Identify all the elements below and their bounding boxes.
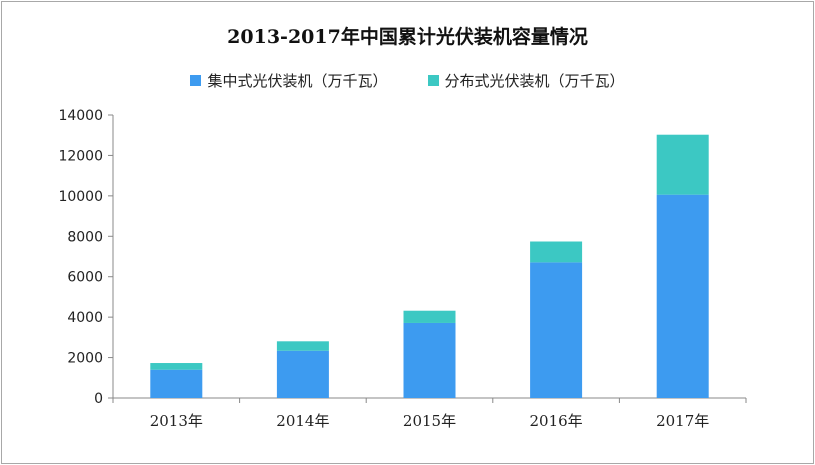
legend-label: 集中式光伏装机（万千瓦） — [207, 72, 388, 90]
bar-distributed — [276, 341, 329, 351]
bar-distributed — [150, 363, 203, 370]
bar-distributed — [656, 134, 709, 195]
bar-distributed — [530, 241, 583, 263]
x-tick-label: 2013年 — [150, 412, 203, 430]
bar-distributed — [403, 310, 456, 323]
legend-swatch — [190, 75, 202, 86]
bar-centralized — [150, 369, 203, 398]
y-tick-label: 0 — [94, 391, 103, 407]
y-tick-label: 10000 — [58, 189, 103, 205]
x-tick-label: 2015年 — [403, 412, 456, 430]
chart-title: 2013-2017年中国累计光伏装机容量情况 — [227, 26, 588, 48]
legend-swatch — [427, 75, 439, 86]
y-tick-label: 12000 — [58, 148, 103, 164]
y-tick-label: 8000 — [67, 229, 103, 245]
x-tick-label: 2014年 — [276, 412, 329, 430]
legend: 集中式光伏装机（万千瓦） 分布式光伏装机（万千瓦） — [0, 70, 815, 91]
bar-centralized — [403, 322, 456, 398]
y-tick-label: 6000 — [67, 270, 103, 286]
legend-item-centralized: 集中式光伏装机（万千瓦） — [190, 70, 388, 91]
x-tick-label: 2017年 — [656, 412, 709, 430]
legend-label: 分布式光伏装机（万千瓦） — [444, 72, 625, 90]
y-tick-label: 2000 — [67, 351, 103, 367]
y-tick-label: 14000 — [58, 108, 103, 124]
legend-item-distributed: 分布式光伏装机（万千瓦） — [427, 70, 625, 91]
y-tick-label: 4000 — [67, 310, 103, 326]
bar-centralized — [530, 262, 583, 398]
x-tick-label: 2016年 — [530, 412, 583, 430]
bar-centralized — [656, 194, 709, 398]
bar-centralized — [276, 350, 329, 398]
